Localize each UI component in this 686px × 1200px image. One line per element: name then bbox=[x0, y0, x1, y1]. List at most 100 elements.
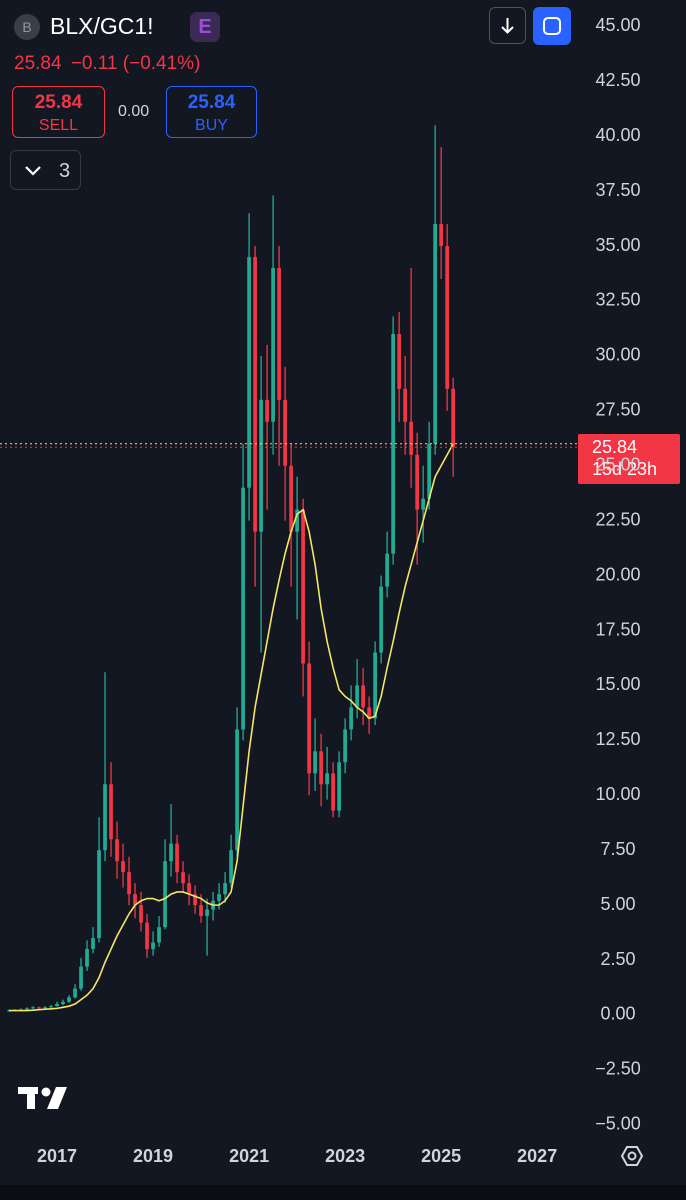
candle-body bbox=[91, 938, 95, 950]
candle-body bbox=[355, 685, 359, 708]
candle-body bbox=[421, 498, 426, 510]
candle-body bbox=[103, 784, 107, 851]
candle-body bbox=[313, 751, 317, 774]
y-tick-label: −2.50 bbox=[595, 1059, 641, 1079]
logo-part bbox=[27, 1087, 35, 1109]
candle-body bbox=[271, 268, 275, 422]
square bbox=[543, 17, 561, 35]
buy-label: BUY bbox=[195, 117, 228, 134]
candle-body bbox=[193, 894, 197, 906]
candle-body bbox=[163, 861, 167, 928]
candle-body bbox=[109, 784, 113, 840]
buy-price: 25.84 bbox=[187, 92, 236, 113]
candle-body bbox=[319, 751, 323, 785]
candle-body bbox=[343, 729, 347, 763]
x-tick-label: 2027 bbox=[517, 1146, 557, 1166]
chevron bbox=[25, 166, 41, 176]
symbol-icon: B bbox=[14, 14, 40, 40]
candle-body bbox=[67, 997, 71, 1002]
candle-body bbox=[145, 922, 149, 950]
candle-body bbox=[337, 762, 341, 811]
bottom-strip bbox=[0, 1185, 686, 1200]
candle-body bbox=[157, 927, 161, 943]
fullscreen-icon bbox=[543, 17, 561, 35]
last: 25.84 bbox=[14, 53, 62, 74]
indicator-count: 3 bbox=[59, 160, 71, 182]
buy-button[interactable]: 25.84 BUY bbox=[166, 86, 257, 138]
settings-icon[interactable] bbox=[620, 1146, 644, 1166]
symbol[interactable]: BLX/GC1! bbox=[50, 13, 154, 39]
y-tick-label: 25.00 bbox=[595, 454, 640, 474]
candle-body bbox=[49, 1006, 53, 1008]
candle-body bbox=[223, 883, 227, 895]
candle-body bbox=[445, 246, 450, 389]
candle-body bbox=[331, 773, 335, 811]
candle-body bbox=[85, 949, 89, 967]
candle-body bbox=[31, 1007, 35, 1009]
y-tick-label: 17.50 bbox=[595, 619, 640, 639]
x-tick-label: 2025 bbox=[421, 1146, 461, 1166]
candle-body bbox=[121, 861, 125, 873]
settings-button[interactable] bbox=[620, 1146, 644, 1166]
candle-body bbox=[235, 729, 239, 851]
candle-body bbox=[133, 894, 137, 906]
candle-body bbox=[187, 883, 191, 895]
candle-body bbox=[43, 1007, 47, 1009]
candle-body bbox=[385, 553, 389, 587]
y-tick-label: −5.00 bbox=[595, 1114, 641, 1134]
candle-body bbox=[415, 454, 420, 510]
y-tick-label: 2.50 bbox=[600, 949, 635, 969]
candle-body bbox=[97, 850, 101, 939]
candle-body bbox=[253, 257, 257, 532]
sell-label: SELL bbox=[38, 117, 79, 134]
y-tick-label: 30.00 bbox=[595, 345, 640, 365]
candle-body bbox=[217, 894, 221, 901]
spread: 0.00 bbox=[118, 103, 150, 120]
candle-body bbox=[151, 942, 155, 950]
candle-body bbox=[37, 1007, 41, 1009]
change: −0.11 bbox=[70, 53, 118, 74]
x-tick-label: 2021 bbox=[229, 1146, 269, 1166]
y-tick-label: 40.00 bbox=[595, 125, 640, 145]
candle-body bbox=[433, 224, 438, 444]
tradingview-logo bbox=[18, 1087, 67, 1109]
y-tick-label: 27.50 bbox=[595, 400, 640, 420]
candle-body bbox=[391, 333, 395, 554]
settings-icon[interactable] bbox=[627, 1151, 637, 1161]
y-tick-label: 7.50 bbox=[600, 839, 635, 859]
candle-body bbox=[277, 268, 281, 400]
candle-body bbox=[325, 773, 329, 785]
candle-body bbox=[373, 652, 377, 719]
candle-body bbox=[265, 399, 269, 422]
download-icon bbox=[501, 18, 514, 34]
indicators-toggle[interactable]: 3 bbox=[10, 150, 81, 190]
chevron-path bbox=[25, 166, 41, 176]
sell-button[interactable]: 25.84 SELL bbox=[12, 86, 105, 138]
candle-body bbox=[175, 843, 179, 873]
y-tick-label: 37.50 bbox=[595, 180, 640, 200]
logo-part bbox=[41, 1087, 51, 1097]
y-tick-label: 42.50 bbox=[595, 70, 640, 90]
y-tick-label: 12.50 bbox=[595, 729, 640, 749]
candle-body bbox=[139, 905, 143, 923]
candle-body bbox=[439, 224, 444, 247]
candle-body bbox=[289, 465, 293, 532]
candle-body bbox=[307, 663, 311, 774]
candle-body bbox=[295, 509, 299, 532]
x-tick-label: 2017 bbox=[37, 1146, 77, 1166]
last-price: 25.84 bbox=[592, 437, 637, 457]
candle-body bbox=[25, 1008, 29, 1010]
candle-body bbox=[379, 586, 383, 653]
change-pct: (−0.41%) bbox=[122, 53, 201, 74]
candle-body bbox=[427, 443, 432, 499]
y-tick-label: 20.00 bbox=[595, 564, 640, 584]
fullscreen-button[interactable] bbox=[533, 7, 571, 45]
candle-body bbox=[349, 707, 353, 730]
candle-body bbox=[451, 388, 456, 448]
candle-body bbox=[205, 909, 209, 917]
candle-body bbox=[403, 388, 408, 422]
download-button[interactable] bbox=[489, 7, 526, 44]
y-tick-label: 45.00 bbox=[595, 15, 640, 35]
y-tick-label: 5.00 bbox=[600, 894, 635, 914]
